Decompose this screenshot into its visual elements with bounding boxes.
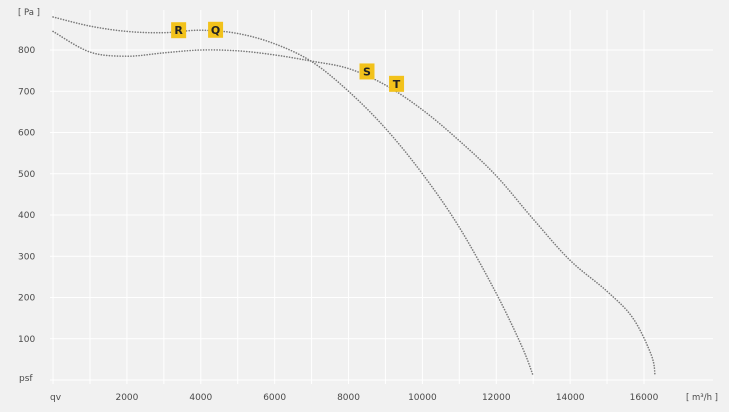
curve-marker: Q (208, 21, 224, 38)
curves (52, 16, 656, 377)
y-symbol-label: psf (19, 374, 33, 384)
grid (50, 10, 713, 384)
x-tick-label: 14000 (556, 393, 585, 403)
y-tick-label: 500 (18, 170, 35, 180)
curve-marker-box (208, 21, 224, 38)
curve-marker-label: S (363, 65, 371, 78)
x-unit-label: [ m³/h ] (686, 393, 718, 403)
curve-marker-box (171, 22, 187, 39)
x-tick-label: 6000 (263, 393, 286, 403)
y-tick-label: 200 (18, 294, 35, 304)
curve-marker: R (171, 22, 187, 39)
y-tick-label: 300 (18, 252, 35, 262)
y-tick-label: 400 (18, 211, 35, 221)
y-tick-label: 100 (18, 335, 35, 345)
y-unit-label: [ Pa ] (18, 8, 40, 18)
curve-line-2 (52, 30, 656, 377)
x-tick-label: 10000 (408, 393, 437, 403)
curve-marker: T (389, 75, 405, 92)
x-axis: 2000 4000 6000 8000 10000 12000 14000 16000 (115, 393, 658, 403)
x-tick-label: 16000 (630, 393, 659, 403)
curve-marker: S (359, 63, 375, 80)
x-tick-label: 8000 (337, 393, 360, 403)
curve-marker-label: R (174, 24, 183, 37)
y-tick-label: 700 (18, 87, 35, 97)
x-tick-label: 12000 (482, 393, 511, 403)
curve-markers: R Q S T (171, 21, 405, 92)
y-tick-label: 600 (18, 129, 35, 139)
curve-marker-box (389, 75, 405, 92)
curve-marker-label: Q (211, 24, 220, 37)
x-tick-label: 4000 (189, 393, 212, 403)
x-symbol-label: qv (50, 393, 62, 403)
curve-marker-label: T (393, 78, 401, 91)
y-tick-label: 800 (18, 46, 35, 56)
x-tick-label: 2000 (115, 393, 138, 403)
curve-line-1 (52, 16, 534, 377)
y-axis: 100 200 300 400 500 600 700 800 (18, 46, 35, 345)
curve-marker-box (359, 63, 375, 80)
